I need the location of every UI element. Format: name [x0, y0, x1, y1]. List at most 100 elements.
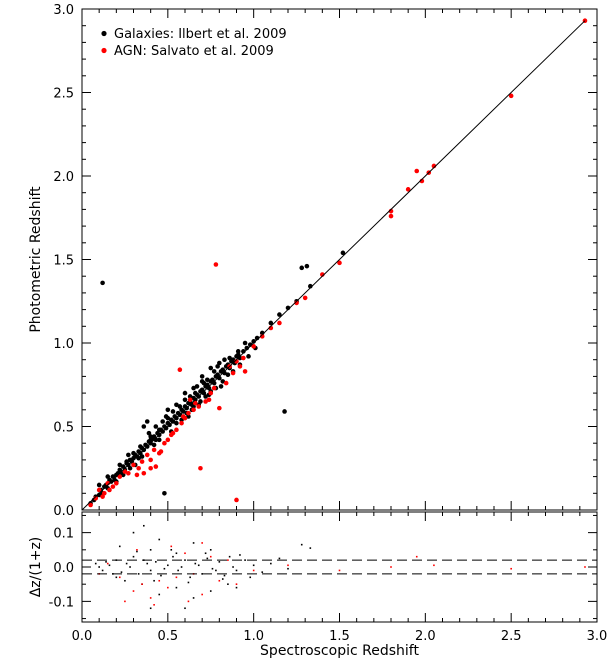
agn-point [141, 470, 147, 476]
agn-point [414, 168, 420, 174]
agn-point [179, 420, 184, 426]
galaxy-point [246, 354, 251, 359]
galaxy-point [193, 390, 198, 396]
galaxy-residual-point [215, 569, 217, 572]
agn-point [213, 262, 219, 267]
agn-point [211, 385, 217, 391]
x-tick-label: 0.5 [157, 629, 178, 644]
agn-residual-point [170, 545, 173, 548]
agn-point [174, 427, 179, 433]
x-tick-label: 2.0 [415, 629, 436, 644]
agn-residual-point [118, 576, 121, 579]
galaxy-point [198, 399, 203, 404]
galaxy-point [187, 394, 193, 399]
galaxy-residual-point [287, 567, 289, 570]
galaxy-point [203, 394, 208, 399]
galaxy-point [340, 250, 346, 256]
agn-point [302, 295, 308, 301]
agn-residual-point [141, 583, 143, 585]
agn-point [177, 367, 183, 373]
agn-point [136, 465, 141, 471]
agn-point [110, 484, 116, 489]
x-tick-label: 1.0 [243, 629, 264, 644]
galaxy-residual-point [184, 559, 186, 561]
agn-point [114, 480, 119, 486]
agn-residual-point [433, 564, 435, 567]
galaxy-residual-point [143, 524, 145, 527]
y-tick-label: 0.0 [53, 504, 74, 519]
y-tick-label: 0.5 [53, 421, 74, 436]
galaxy-residual-point [227, 583, 229, 585]
x-axis-label: Spectroscopic Redshift [260, 643, 419, 659]
galaxy-residual-point [192, 597, 195, 599]
agn-residual-point [167, 586, 169, 589]
galaxy-point [205, 377, 210, 383]
galaxy-residual-point [172, 555, 174, 558]
main-plot-points [88, 18, 588, 508]
agn-point [126, 470, 131, 476]
agn-point [337, 260, 342, 266]
x-tick-label: 0.0 [72, 629, 93, 644]
galaxy-residual-point [211, 567, 214, 570]
galaxy-point [201, 380, 207, 386]
agn-point [158, 449, 164, 454]
galaxy-residual-point [197, 564, 200, 567]
agn-point [170, 430, 176, 436]
agn-residual-point [175, 576, 178, 579]
agn-point [237, 364, 243, 369]
galaxy-point [268, 320, 274, 326]
agn-point [107, 487, 112, 493]
agn-residual-point [106, 562, 109, 565]
agn-point [144, 452, 150, 458]
agn-point [88, 502, 93, 508]
galaxy-point [177, 404, 183, 409]
main-y-axis-label: Photometric Redshift [28, 186, 44, 333]
galaxy-residual-point [149, 549, 152, 551]
agn-point [122, 469, 128, 474]
galaxy-point [235, 349, 241, 354]
agn-point [241, 355, 246, 361]
galaxy-residual-point [149, 569, 152, 572]
agn-point [131, 462, 136, 468]
x-tick-labels: 0.0 0.5 1.0 1.5 2.0 2.5 3.0 [72, 629, 608, 644]
galaxy-residual-point [167, 564, 169, 567]
agn-point [277, 320, 282, 326]
galaxy-residual-point [125, 562, 128, 565]
residual-y-axis-label: Δz/(1+z) [28, 537, 44, 598]
galaxy-point [148, 437, 153, 443]
agn-residual-point [201, 593, 203, 596]
galaxy-point [304, 263, 310, 269]
galaxy-point [151, 442, 157, 448]
galaxy-residual-point [98, 566, 100, 568]
galaxy-residual-point [187, 581, 190, 584]
galaxy-residual-point [235, 586, 238, 589]
y-tick-label: 0.1 [53, 527, 74, 542]
galaxy-point [138, 444, 143, 449]
agn-residual-point [415, 555, 418, 558]
agn-point [193, 400, 198, 406]
galaxy-residual-point [228, 555, 231, 558]
agn-residual-point [252, 569, 255, 572]
galaxy-residual-point [177, 569, 179, 572]
legend-label: Galaxies: Ilbert et al. 2009 [114, 27, 287, 42]
galaxy-residual-point [221, 578, 224, 580]
y-tick-label: 3.0 [53, 3, 74, 18]
residual-panel: -0.1 0.0 0.1 0.0 0.5 1.0 1.5 2.0 2.5 3.0 Δz/(1+z… [28, 511, 608, 659]
legend-marker [101, 47, 107, 54]
agn-point [151, 447, 157, 453]
galaxy-point [222, 357, 227, 363]
agn-point [223, 380, 229, 386]
legend: Galaxies: Ilbert et al. 2009 AGN: Salvato… [101, 27, 287, 59]
agn-point [148, 465, 153, 471]
galaxy-residual-point [206, 557, 209, 560]
galaxy-residual-point [153, 579, 155, 582]
agn-residual-point [184, 552, 186, 555]
galaxy-point [127, 465, 133, 471]
galaxy-residual-point [218, 561, 221, 563]
y-tick-label: 0.0 [53, 561, 74, 576]
galaxy-residual-point [235, 569, 238, 572]
galaxy-point [139, 454, 145, 459]
main-y-tick-labels: 0.0 0.5 1.0 1.5 2.0 2.5 3.0 [53, 3, 74, 519]
galaxy-point [211, 369, 217, 374]
